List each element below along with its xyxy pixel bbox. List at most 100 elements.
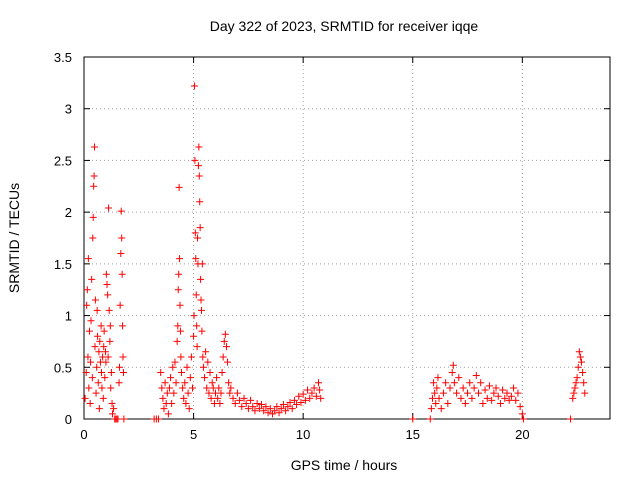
data-point <box>571 384 579 392</box>
data-point <box>510 384 518 392</box>
data-point <box>573 374 581 382</box>
data-point <box>519 415 527 423</box>
data-point <box>244 405 252 413</box>
data-point <box>483 394 491 402</box>
data-point <box>481 386 489 394</box>
data-point <box>87 358 95 366</box>
data-point <box>85 327 93 335</box>
data-point <box>472 372 480 380</box>
data-point <box>297 398 305 406</box>
data-point <box>104 291 112 299</box>
data-point <box>197 275 205 283</box>
data-point <box>312 392 320 400</box>
data-point <box>159 394 167 402</box>
data-point <box>195 143 203 151</box>
data-point <box>188 384 196 392</box>
data-point <box>180 394 188 402</box>
data-point <box>192 255 200 263</box>
data-point <box>301 396 309 404</box>
data-point <box>205 389 213 397</box>
data-point <box>574 363 582 371</box>
axis-ticks: 0 5 10 15 20 0 0.5 1 1.5 2 2.5 3 3.5 <box>54 50 610 442</box>
x-tick-label: 10 <box>296 427 310 442</box>
data-point <box>82 368 90 376</box>
data-point <box>490 389 498 397</box>
data-point <box>288 405 296 413</box>
data-point <box>304 386 312 394</box>
data-point <box>167 374 175 382</box>
data-point <box>186 374 194 382</box>
data-point <box>104 353 112 361</box>
data-point <box>194 162 202 170</box>
data-point <box>455 374 463 382</box>
data-point <box>499 386 507 394</box>
data-point <box>86 399 94 407</box>
data-point <box>434 374 442 382</box>
data-point <box>106 322 114 330</box>
data-point <box>226 389 234 397</box>
data-point <box>512 396 520 404</box>
data-points <box>81 82 589 423</box>
y-tick-label: 2 <box>65 205 72 220</box>
data-point <box>170 389 178 397</box>
data-point <box>91 296 99 304</box>
data-point <box>187 353 195 361</box>
data-point <box>431 389 439 397</box>
data-point <box>197 296 205 304</box>
data-point <box>428 394 436 402</box>
data-point <box>108 399 116 407</box>
data-point <box>218 368 226 376</box>
data-point <box>119 353 127 361</box>
data-point <box>317 394 325 402</box>
data-point <box>260 407 268 415</box>
data-point <box>179 384 187 392</box>
data-point <box>479 399 487 407</box>
data-point <box>433 384 441 392</box>
data-point <box>90 182 98 190</box>
data-point <box>286 398 294 406</box>
data-point <box>119 322 127 330</box>
data-point <box>190 312 198 320</box>
data-point <box>426 415 434 423</box>
data-point <box>178 368 186 376</box>
y-tick-label: 1.5 <box>54 257 72 272</box>
data-point <box>118 234 126 242</box>
data-point <box>444 399 452 407</box>
data-point <box>100 327 108 335</box>
data-point <box>249 403 257 411</box>
data-point <box>161 379 169 387</box>
data-point <box>453 389 461 397</box>
data-point <box>89 213 97 221</box>
data-point <box>157 368 165 376</box>
data-point <box>91 343 99 351</box>
data-point <box>492 384 500 392</box>
data-point <box>295 392 303 400</box>
data-point <box>183 363 191 371</box>
data-point <box>168 399 176 407</box>
data-point <box>114 415 122 423</box>
data-point <box>93 306 101 314</box>
data-point <box>100 343 108 351</box>
data-point <box>101 374 109 382</box>
data-point <box>578 358 586 366</box>
data-point <box>176 301 184 309</box>
data-point <box>155 415 163 423</box>
data-point <box>225 379 233 387</box>
data-point <box>224 358 232 366</box>
data-point <box>108 410 116 418</box>
data-point <box>207 394 215 402</box>
data-point <box>466 379 474 387</box>
data-point <box>102 358 110 366</box>
data-point <box>271 407 279 415</box>
data-point <box>182 399 190 407</box>
data-point <box>117 207 125 215</box>
y-tick-label: 0.5 <box>54 360 72 375</box>
data-point <box>310 384 318 392</box>
data-point <box>96 337 104 345</box>
data-point <box>229 394 237 402</box>
data-point <box>176 327 184 335</box>
data-point <box>84 353 92 361</box>
data-point <box>194 234 202 242</box>
data-point <box>92 389 100 397</box>
